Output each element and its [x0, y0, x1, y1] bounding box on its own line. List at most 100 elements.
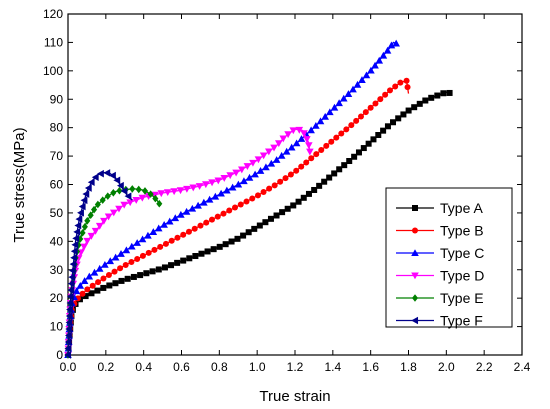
data-point [203, 219, 210, 226]
data-point [208, 179, 216, 187]
data-point [100, 275, 107, 282]
data-point [157, 190, 166, 198]
data-point [367, 104, 374, 111]
data-point [411, 316, 419, 325]
x-tick-label: 1.6 [362, 360, 379, 374]
data-point [70, 247, 78, 256]
data-point [120, 187, 128, 195]
data-point [149, 268, 156, 275]
data-point [176, 187, 185, 195]
data-point [274, 140, 283, 148]
data-point [226, 207, 233, 214]
data-point [412, 205, 418, 211]
legend-item: Type F [396, 313, 483, 329]
x-tick-label: 0.6 [173, 360, 190, 374]
data-point [111, 253, 120, 261]
data-point [375, 56, 384, 64]
data-point [182, 207, 191, 215]
data-point [126, 199, 134, 207]
data-point [365, 140, 372, 147]
data-point [64, 338, 72, 346]
data-point [81, 222, 88, 231]
data-point [135, 185, 142, 194]
data-point [156, 199, 163, 208]
data-point [157, 243, 164, 250]
data-point [375, 132, 382, 139]
data-point [293, 167, 300, 174]
data-point [243, 163, 252, 171]
data-point [65, 312, 73, 320]
data-point [64, 351, 72, 359]
data-point [295, 126, 304, 134]
data-point [262, 163, 270, 171]
data-point [69, 260, 77, 268]
data-point [205, 195, 214, 203]
data-point [133, 239, 141, 246]
data-point [277, 151, 286, 159]
data-point [195, 183, 204, 190]
data-point [266, 185, 273, 192]
x-tick-label: 2.0 [438, 360, 455, 374]
data-point [360, 145, 367, 152]
legend-item: Type A [396, 200, 483, 216]
x-tick-label: 0.2 [97, 360, 114, 374]
data-point [228, 238, 235, 245]
data-point [134, 255, 141, 262]
data-point [84, 216, 91, 225]
data-point [267, 215, 274, 222]
data-point [411, 249, 419, 257]
x-tick-label: 0.4 [135, 360, 152, 374]
data-point [428, 94, 435, 101]
data-point [79, 229, 86, 237]
data-point [355, 149, 362, 156]
data-point [130, 273, 137, 280]
data-point [386, 87, 393, 94]
data-point [335, 99, 343, 107]
y-tick-label: 40 [50, 234, 64, 248]
data-point [83, 237, 92, 245]
data-point [85, 272, 94, 280]
data-point [174, 259, 181, 266]
data-point [370, 136, 377, 143]
data-point [191, 225, 198, 232]
data-point [316, 117, 325, 125]
data-point [111, 268, 118, 275]
data-point [372, 100, 379, 107]
data-point [326, 174, 333, 181]
data-point [120, 201, 128, 209]
data-point [348, 122, 355, 129]
data-point [306, 148, 314, 156]
data-point [260, 189, 267, 196]
data-point [87, 232, 96, 240]
data-point [237, 201, 244, 208]
data-point [91, 205, 98, 214]
data-point [174, 234, 181, 241]
data-point [318, 147, 325, 154]
data-point [262, 219, 269, 226]
data-point [267, 159, 276, 167]
data-point [222, 241, 229, 248]
data-point [405, 107, 412, 114]
y-tick-label: 120 [43, 7, 63, 21]
data-point [122, 261, 129, 268]
data-point [434, 92, 441, 99]
x-tick-label: 0.0 [60, 360, 77, 374]
data-point [446, 89, 453, 96]
legend-item: Type D [396, 268, 484, 284]
data-point [112, 280, 119, 287]
data-point [154, 224, 163, 232]
data-point [305, 142, 313, 150]
data-point [404, 84, 411, 91]
data-point [380, 127, 387, 134]
y-tick-label: 80 [50, 121, 64, 135]
data-point [139, 252, 146, 259]
data-point [106, 282, 113, 289]
legend-label: Type D [440, 268, 484, 284]
data-point [84, 286, 91, 293]
data-point [68, 266, 76, 275]
data-point [279, 209, 286, 216]
data-point [287, 143, 296, 151]
y-tick-label: 0 [56, 348, 63, 362]
data-point [307, 126, 315, 134]
data-point [188, 204, 197, 212]
